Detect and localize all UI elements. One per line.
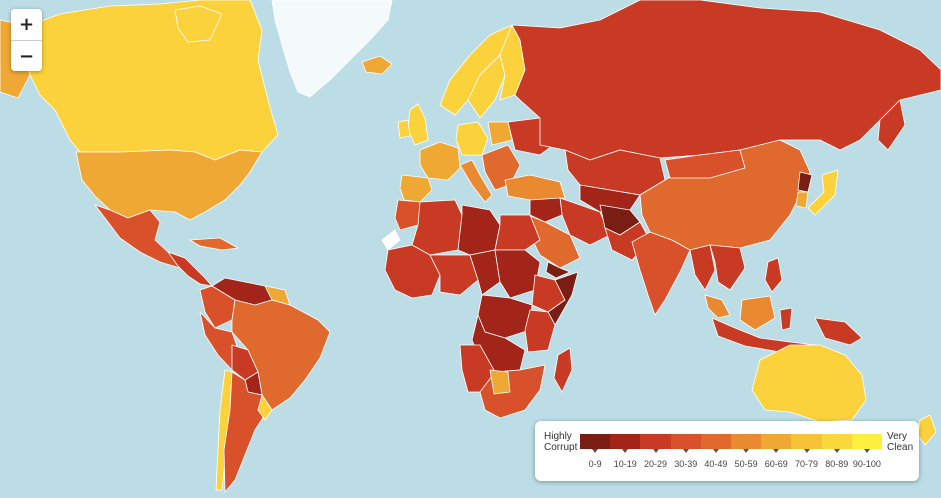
legend-tick-7 — [791, 449, 821, 455]
legend-swatch-0 — [580, 434, 611, 449]
region-greenland — [271, 0, 393, 98]
legend-bin-label: 80-89 — [825, 459, 849, 469]
legend-swatch-1 — [610, 434, 641, 449]
region-south-korea — [795, 191, 809, 209]
legend-tick-5 — [731, 449, 761, 455]
region-yemen — [545, 261, 571, 279]
region-ireland — [397, 119, 411, 139]
legend-bin-label: 60-69 — [764, 459, 788, 469]
region-cuba — [189, 237, 239, 251]
legend-tick-8 — [822, 449, 852, 455]
legend-bin-label: 90-100 — [852, 459, 881, 469]
legend-color-ramp — [580, 434, 883, 449]
region-guyana — [264, 285, 291, 306]
region-sulawesi — [779, 307, 793, 331]
legend-bin-label: 30-39 — [674, 459, 698, 469]
region-algeria — [411, 199, 463, 256]
region-uruguay — [257, 394, 273, 421]
zoom-out-button[interactable]: − — [11, 40, 42, 71]
region-papua — [814, 317, 863, 346]
region-turkey — [504, 174, 566, 201]
legend-bin-label: 40-49 — [704, 459, 728, 469]
region-chad — [469, 249, 501, 296]
map-legend: Highly Corrupt 0-9 10-19 20-29 30-39 40-49 50… — [535, 421, 919, 481]
legend-tick-9 — [852, 449, 882, 455]
region-japan — [807, 169, 839, 216]
legend-low-line2: Corrupt — [544, 442, 578, 453]
region-iceland — [361, 55, 393, 75]
region-borneo — [739, 295, 776, 331]
region-east-africa — [524, 309, 556, 353]
legend-swatch-2 — [640, 434, 671, 449]
legend-tick-3 — [671, 449, 701, 455]
region-philippines — [764, 257, 783, 293]
legend-bin-labels: 0-9 10-19 20-29 30-39 40-49 50-59 60-69 70-79 80… — [580, 459, 882, 469]
legend-bin-label: 10-19 — [613, 459, 637, 469]
region-madagascar — [553, 347, 573, 393]
region-kamchatka — [877, 99, 906, 151]
legend-high-label: Very Clean — [887, 431, 913, 453]
zoom-in-button[interactable]: + — [11, 9, 42, 40]
region-mongolia — [664, 149, 746, 179]
legend-swatch-4 — [700, 434, 732, 449]
legend-ticks — [580, 449, 882, 455]
region-western-sahara — [381, 229, 401, 251]
legend-swatch-6 — [761, 434, 792, 449]
region-botswana — [489, 369, 511, 395]
legend-swatch-8 — [821, 434, 852, 449]
legend-tick-1 — [610, 449, 640, 455]
legend-swatch-9 — [851, 434, 883, 449]
legend-bin-label: 0-9 — [588, 459, 602, 469]
region-australia — [751, 344, 867, 423]
region-argentina — [223, 371, 269, 493]
region-france — [419, 141, 461, 181]
region-canada-island — [174, 5, 223, 43]
legend-swatch-7 — [791, 434, 822, 449]
region-malaysia — [704, 294, 731, 319]
region-myanmar — [689, 244, 716, 291]
region-russia — [511, 0, 941, 161]
legend-tick-4 — [701, 449, 731, 455]
region-iraq-syria — [529, 197, 563, 223]
region-poland — [487, 121, 513, 146]
legend-tick-6 — [761, 449, 791, 455]
region-italy — [459, 159, 493, 203]
legend-tick-2 — [640, 449, 670, 455]
legend-low-line1: Highly — [544, 431, 572, 442]
legend-tick-0 — [580, 449, 610, 455]
zoom-control: + − — [11, 9, 42, 71]
legend-high-line2: Clean — [887, 442, 914, 453]
legend-bin-label: 20-29 — [643, 459, 668, 469]
legend-low-label: Highly Corrupt — [544, 431, 577, 453]
legend-bin-label: 50-59 — [734, 459, 758, 469]
region-indochina — [709, 244, 746, 291]
legend-swatch-3 — [670, 434, 701, 449]
legend-swatch-5 — [731, 434, 762, 449]
region-west-africa — [384, 244, 441, 299]
legend-bin-label: 70-79 — [795, 459, 819, 469]
legend-high-line1: Very — [887, 431, 908, 442]
